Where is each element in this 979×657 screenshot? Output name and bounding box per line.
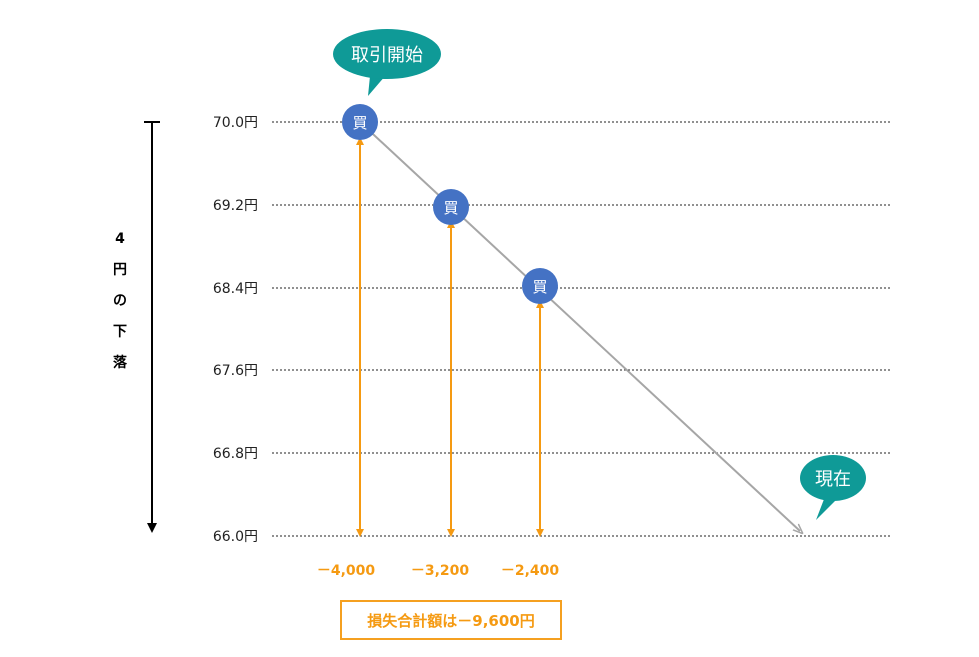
- price-label: 67.6円: [213, 363, 258, 379]
- price-grid: 70.0円 69.2円 68.4円 67.6円 66.8円 66.0円: [213, 115, 890, 545]
- price-label: 68.4円: [213, 281, 258, 297]
- now-callout: 現在: [800, 455, 866, 520]
- price-label: 66.0円: [213, 529, 258, 545]
- buy-marker-label: 買: [532, 278, 547, 296]
- price-level: 66.0円: [213, 529, 890, 545]
- price-level: 66.8円: [213, 446, 890, 462]
- buy-marker: 買: [342, 104, 378, 140]
- range-label-char: 円: [113, 262, 127, 278]
- range-label: 4 円 の 下 落: [113, 231, 128, 371]
- price-level: 68.4円: [213, 281, 890, 297]
- loss-amount: －3,200: [411, 563, 470, 579]
- price-label: 69.2円: [213, 198, 258, 214]
- range-label-char: 下: [113, 324, 127, 340]
- price-label: 70.0円: [213, 115, 258, 131]
- buy-marker-label: 買: [352, 114, 367, 132]
- price-level: 67.6円: [213, 363, 890, 379]
- buy-marker: 買: [522, 268, 558, 304]
- loss-amount: －2,400: [501, 563, 560, 579]
- loss-amount: －4,000: [317, 563, 376, 579]
- range-label-char: の: [113, 293, 127, 309]
- now-callout-label: 現在: [815, 469, 851, 490]
- price-level: 69.2円: [213, 198, 890, 214]
- price-trend-line: [359, 121, 800, 531]
- start-callout-label: 取引開始: [351, 45, 423, 66]
- buy-marker-label: 買: [443, 199, 458, 217]
- range-label-char: 落: [113, 354, 128, 371]
- total-loss-label: 損失合計額は－9,600円: [367, 611, 535, 630]
- price-level: 70.0円: [213, 115, 890, 131]
- buy-marker: 買: [433, 189, 469, 225]
- price-label: 66.8円: [213, 446, 258, 462]
- range-label-char: 4: [115, 231, 125, 247]
- total-loss-box: 損失合計額は－9,600円: [340, 600, 562, 640]
- start-callout: 取引開始: [333, 29, 441, 96]
